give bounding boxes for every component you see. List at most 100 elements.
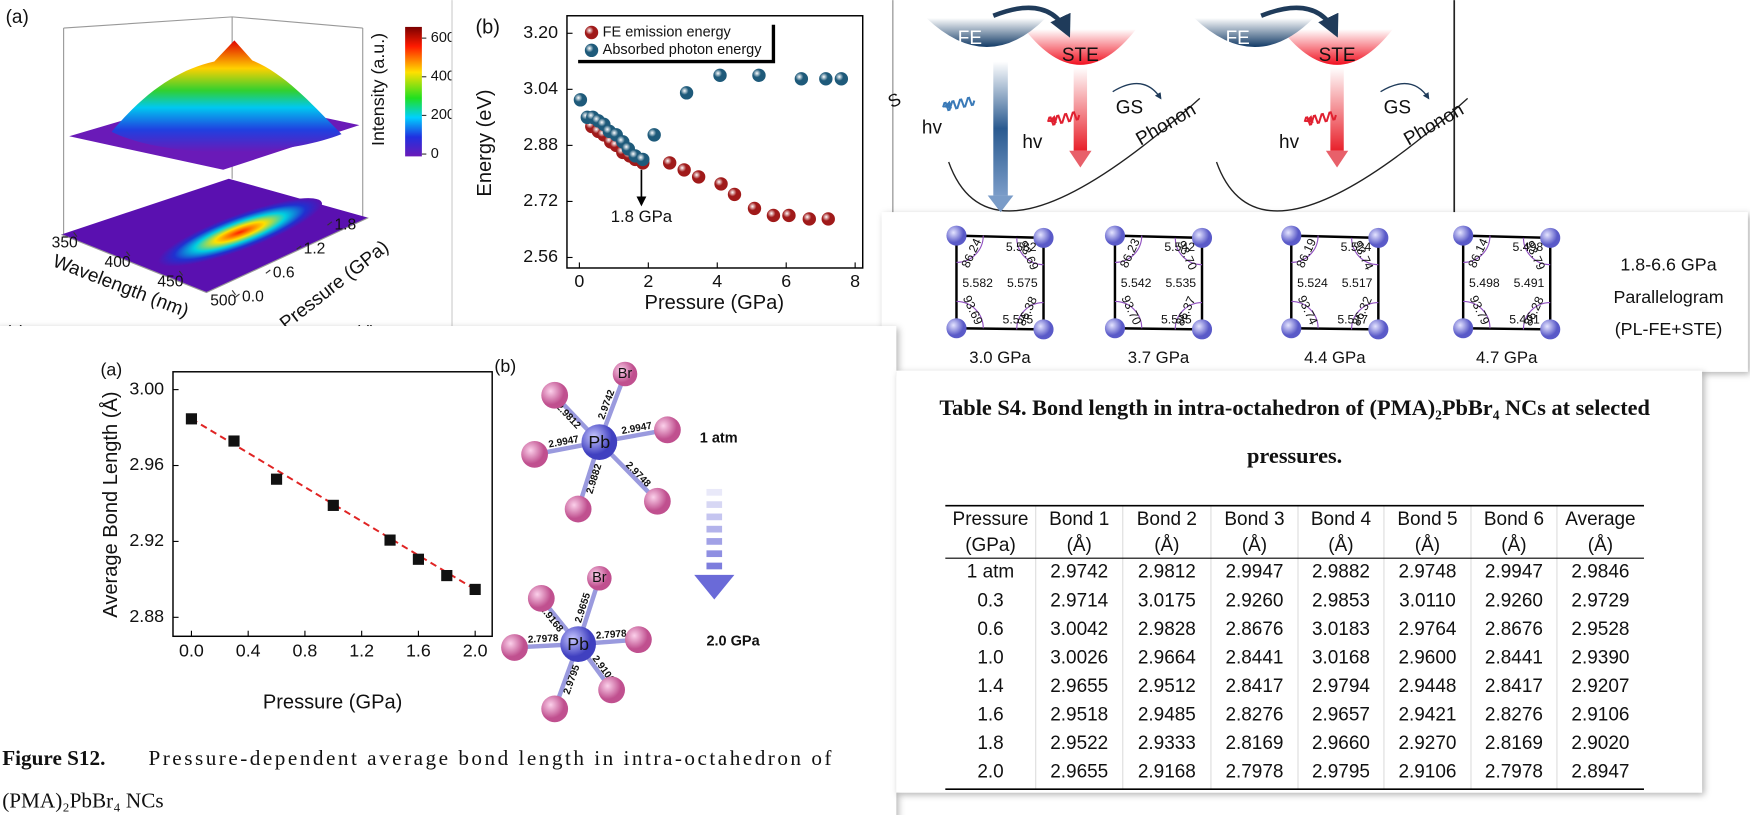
hv-label: hv [1022,132,1043,153]
arrow-head [694,574,735,600]
cell: 3.0168 [1312,647,1370,668]
br-atom [598,676,625,704]
frame [61,217,369,294]
cell: 2.9270 [1398,733,1456,754]
cell: 2.9729 [1571,590,1629,611]
fe-well [1194,17,1314,48]
annotation: 1.8 GPa [611,207,673,226]
point [727,187,742,202]
y-axis-label: Average Bond Length (Å) [99,391,122,617]
length-label: 5.535 [1165,276,1196,290]
cell: 2.9518 [1050,705,1108,726]
header-cell: Bond 1 [1049,509,1109,530]
cell: 2.9512 [1138,676,1196,697]
caption-label: Figure S12. [2,746,105,770]
photon-head [943,100,953,109]
photon-wave [1303,111,1337,126]
gs-curve [1215,97,1469,212]
cell: 2.8276 [1225,705,1283,726]
point [766,208,781,223]
length-label: 5.517 [1342,276,1373,290]
atom [1453,318,1474,339]
angle-arc [1016,302,1044,330]
cell: 2.9390 [1571,647,1629,668]
pressure-label: 2.0 GPa [706,634,760,650]
point [441,569,453,582]
cell: 2.8417 [1225,676,1283,697]
length-label: 5.575 [1003,313,1034,327]
emission-head [987,195,1014,213]
x-tick-label: 2.0 [463,641,488,661]
cell: 2.9448 [1398,676,1456,697]
tick-mark [234,293,240,298]
length-label: 5.498 [1513,240,1544,254]
cell: 2.9660 [1312,733,1370,754]
y-tick-label: 2.88 [523,134,558,154]
x-tick-label: 0 [574,271,584,291]
header-cell: Bond 3 [1224,509,1284,530]
frame [63,16,364,237]
atom [1033,227,1054,248]
cell: 2.8169 [1485,733,1543,754]
length-label: 5.542 [1121,276,1152,290]
panel-bond: 0.0 0.4 0.8 1.2 1.6 2.0 2.88 2.92 2.96 3.00 Pressu… [0,326,897,815]
angle-arc [1174,302,1203,330]
angle-arc [1463,235,1491,263]
br-atom [587,565,612,591]
note: Parallelogram [1613,287,1723,307]
cell: 2.8441 [1485,647,1543,668]
point [647,128,661,142]
arrow-step [706,501,723,508]
point [228,435,240,447]
cell: 2.7978 [1485,762,1543,783]
fe-label: FE [1226,28,1250,49]
header-cell: Pressure [953,509,1029,530]
point [714,177,728,191]
legend-label: Absorbed photon energy [603,42,763,58]
cell: 3.0175 [1138,590,1196,611]
cell: 2.9795 [1312,762,1370,783]
length-label: 5.582 [962,276,993,290]
tick-mark [231,290,236,296]
atom [1368,319,1389,340]
phonon-arrow [1380,83,1430,100]
atom [1281,318,1302,339]
note: (PL-FE+STE) [1615,319,1723,339]
colorbar-tick-label: 400 [431,69,455,85]
caption-line: (PMA)₂PbBr₄ NCs [2,788,163,812]
point [677,163,691,177]
colorbar [405,26,422,157]
cell: 2.8276 [1485,705,1543,726]
angle-arc [1291,235,1319,263]
cell: 1.0 [977,647,1003,668]
panel-label: (b) [475,16,500,38]
y-axis-label: Energy (eV) [474,89,496,196]
length-label: 5.491 [1509,313,1540,327]
atom [1453,225,1474,246]
pb-atom [581,424,618,460]
arrow-step [706,488,723,496]
point [752,68,766,83]
note: 1.8-6.6 GPa [1620,254,1716,274]
x-tick-label: 0.0 [179,641,204,661]
cell: 2.9947 [1485,562,1543,583]
point [185,413,198,425]
y-tick-label: 0.6 [273,264,295,281]
cell: 2.8417 [1485,676,1543,697]
x-tick-label: 6 [781,271,791,291]
emission-arrow [1073,67,1088,151]
atom [1281,225,1302,246]
atom [1540,227,1561,248]
atom-label: Br [592,570,607,586]
panel-label: (a) [6,7,29,28]
x-tick-label: 8 [850,271,860,291]
pb-atom [560,626,596,662]
point [327,499,339,511]
atom [946,318,967,339]
point [782,208,796,223]
cell: 2.9106 [1571,705,1629,726]
header-cell: Bond 5 [1397,509,1457,530]
y-tick-label: 1.2 [304,240,326,257]
cell: 2.9485 [1138,705,1196,726]
cell: 2.9764 [1398,619,1456,640]
